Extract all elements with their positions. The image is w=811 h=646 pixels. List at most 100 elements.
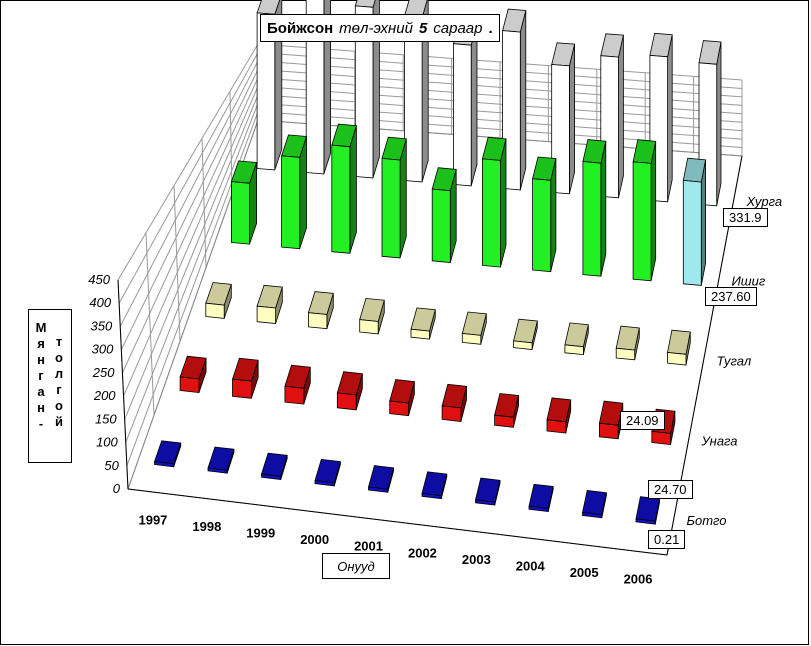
data-label: 24.70 xyxy=(648,480,693,499)
left-grid-horizontal xyxy=(121,77,259,374)
y-axis-label-char: л xyxy=(54,366,64,381)
x-tick-label: 2002 xyxy=(408,545,437,560)
title-part-4: сараар xyxy=(433,19,483,37)
bar xyxy=(475,477,501,506)
bar xyxy=(667,329,691,366)
x-tick-label: 2005 xyxy=(570,565,599,580)
bar xyxy=(582,490,607,519)
bar xyxy=(635,496,661,525)
title-part-3: 5 xyxy=(418,19,428,37)
left-grid-vertical xyxy=(173,185,181,342)
data-label: 331.9 xyxy=(723,208,768,227)
bar xyxy=(461,311,487,345)
data-label: 0.21 xyxy=(648,530,686,549)
bar xyxy=(314,458,341,487)
x-tick-label: 2006 xyxy=(624,572,653,587)
left-grid-horizontal xyxy=(118,52,259,304)
x-tick-label: 2000 xyxy=(300,532,329,547)
bar xyxy=(528,483,554,512)
bar xyxy=(582,139,607,277)
bar xyxy=(532,156,557,273)
bar xyxy=(256,284,283,324)
y-axis-label-char: - xyxy=(38,416,44,431)
x-tick-label: 2003 xyxy=(462,552,491,567)
bar xyxy=(305,0,332,175)
x-tick-label: 1999 xyxy=(246,526,275,541)
left-grid-horizontal xyxy=(124,94,259,420)
bars xyxy=(153,0,722,525)
left-grid-horizontal xyxy=(120,69,259,350)
series-label: Хурга xyxy=(746,194,783,209)
bar xyxy=(502,8,527,191)
y-axis-label-char: я xyxy=(37,336,45,351)
bar xyxy=(564,322,589,356)
data-label: 24.09 xyxy=(620,411,665,430)
x-axis-label: Онууд xyxy=(322,553,390,579)
y-tick-label: 250 xyxy=(92,365,115,380)
bar xyxy=(260,452,288,480)
left-grid-vertical xyxy=(229,91,233,194)
bar xyxy=(389,379,415,417)
bar xyxy=(331,123,357,254)
y-axis-line xyxy=(117,279,129,490)
y-axis-label-char: й xyxy=(55,414,63,429)
bar xyxy=(281,134,308,250)
series-label: Унага xyxy=(701,433,738,448)
bar xyxy=(284,364,311,405)
y-tick-label: 0 xyxy=(113,481,121,496)
y-tick-label: 400 xyxy=(89,295,111,310)
bar xyxy=(481,136,507,268)
bar xyxy=(381,136,407,259)
bar xyxy=(307,291,334,330)
y-tick-label: 200 xyxy=(93,388,116,403)
bar xyxy=(207,446,235,474)
bar xyxy=(359,297,385,335)
bar xyxy=(452,21,478,187)
chart-title: Бойжсон төл-эхний 5 сараар . xyxy=(260,14,500,42)
bar xyxy=(231,357,259,399)
y-tick-label: 450 xyxy=(88,272,110,287)
bar xyxy=(494,393,520,428)
left-grid-vertical xyxy=(201,138,207,268)
bar xyxy=(615,325,640,361)
x-tick-label: 1998 xyxy=(192,519,221,534)
y-axis-label-char: а xyxy=(37,384,45,399)
title-part-2: төл-эхний xyxy=(339,19,413,37)
y-tick-label: 50 xyxy=(104,458,119,473)
title-part-5: . xyxy=(488,19,493,37)
y-axis-label-char: о xyxy=(55,350,63,365)
bar xyxy=(546,397,572,434)
left-grid-horizontal xyxy=(123,86,259,397)
y-axis-label-char: г xyxy=(38,368,44,383)
x-axis-line xyxy=(127,488,668,556)
title-part-1: Бойжсон xyxy=(267,19,334,37)
series-label: Ишиг xyxy=(732,274,766,289)
series-label: Тугал xyxy=(717,354,752,369)
y-tick-label: 100 xyxy=(96,435,118,450)
bar xyxy=(632,139,657,282)
bar xyxy=(367,465,395,493)
data-label: 237.60 xyxy=(705,287,757,306)
bar xyxy=(431,167,457,263)
bar xyxy=(205,282,232,319)
y-axis-label-char: н xyxy=(37,352,45,367)
x-tick-label: 1997 xyxy=(138,512,167,527)
bar xyxy=(256,0,283,171)
y-axis-label-char: н xyxy=(37,400,45,415)
x-tick-label: 2004 xyxy=(516,559,546,574)
left-grid-horizontal xyxy=(117,43,259,281)
bar xyxy=(421,471,448,500)
bar xyxy=(513,318,538,350)
bar xyxy=(682,157,707,286)
bar xyxy=(441,383,468,422)
left-grid-horizontal xyxy=(125,102,259,443)
bar xyxy=(354,0,380,179)
bar xyxy=(336,371,363,411)
left-grid-vertical xyxy=(145,232,155,416)
y-tick-label: 300 xyxy=(92,342,114,357)
y-axis-label-char: т xyxy=(55,334,63,349)
left-grid-horizontal xyxy=(119,60,259,327)
